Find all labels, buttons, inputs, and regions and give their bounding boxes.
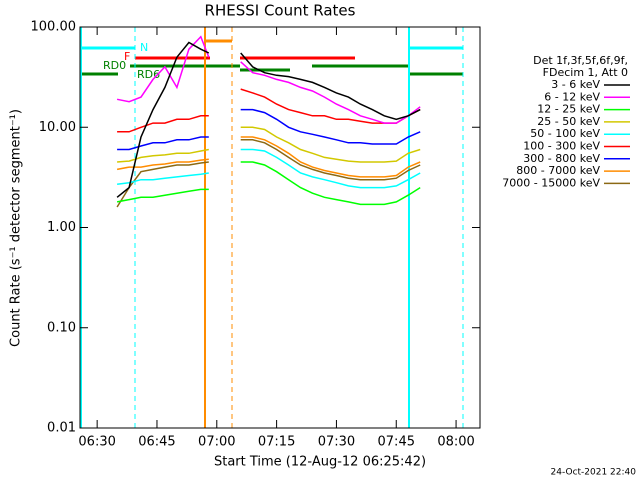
legend-label: 7000 - 15000 keV (502, 176, 600, 189)
series-line (117, 108, 421, 151)
y-tick-label: 0.10 (47, 320, 76, 335)
legend-label: 3 - 6 keV (551, 78, 600, 91)
series-line (116, 161, 421, 206)
legend-header: Det 1f,3f,5f,6f,9f, (533, 54, 628, 67)
chart-title: RHESSI Count Rates (205, 2, 356, 20)
y-tick-label: 0.01 (47, 421, 76, 436)
legend-label: 100 - 300 keV (523, 140, 600, 153)
legend-label: 50 - 100 keV (530, 127, 600, 140)
x-tick-label: 07:15 (258, 435, 295, 450)
x-tick-label: 08:00 (437, 435, 474, 450)
legend-label: 800 - 7000 keV (516, 164, 600, 177)
x-tick-label: 07:45 (378, 435, 415, 450)
series-line (116, 41, 421, 198)
legend-label: 12 - 25 keV (537, 103, 600, 116)
series-line (117, 126, 421, 163)
x-tick-label: 07:30 (318, 435, 355, 450)
series-line (116, 35, 421, 124)
y-tick-label: 10.00 (39, 120, 76, 135)
x-tick-label: 06:45 (138, 435, 175, 450)
annotation: N (140, 41, 148, 54)
y-tick-label: 100.00 (31, 20, 77, 35)
flags: N F RD0 RD6 (80, 27, 464, 428)
legend-label: 6 - 12 keV (544, 90, 600, 103)
y-axis-label: Count Rate (s⁻¹ detector segment⁻¹) (9, 109, 24, 347)
x-axis-label: Start Time (12-Aug-12 06:25:42) (214, 455, 426, 470)
x-tick-label: 06:30 (78, 435, 115, 450)
series-line (116, 136, 421, 178)
legend-header: FDecim 1, Att 0 (543, 66, 628, 79)
annotation: RD0 (103, 59, 126, 72)
x-tick-label: 07:00 (198, 435, 235, 450)
footer: 24-Oct-2021 22:40 (551, 468, 637, 478)
legend-label: 300 - 800 keV (523, 152, 600, 165)
legend-label: 25 - 50 keV (537, 115, 600, 128)
annotation: F (124, 50, 130, 63)
series-line (117, 148, 421, 189)
y-tick-label: 1.00 (47, 220, 76, 235)
